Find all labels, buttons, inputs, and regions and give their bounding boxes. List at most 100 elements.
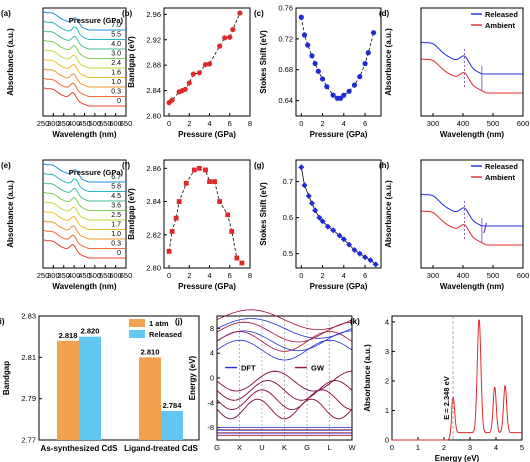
bar-value-label: 2.820 [81, 327, 100, 336]
data-point-c [330, 92, 336, 98]
x-tick-label-e: 650 [120, 271, 133, 280]
x-tick-label-e: 350 [57, 271, 70, 280]
data-point-b [182, 86, 188, 92]
spectrum-line-e [43, 229, 125, 249]
spectrum-pressure-label-a: 2.4 [111, 60, 121, 67]
bar-0-1 [79, 336, 101, 440]
x-tick-label-g: 2 [320, 271, 324, 280]
data-point-c [362, 60, 368, 67]
data-point-f [191, 167, 197, 173]
plot-frame-c [295, 7, 382, 117]
data-point-g [330, 227, 337, 234]
plot-frame-f [163, 159, 251, 269]
kpoint-label: L [327, 443, 331, 452]
x-tick-label-k: 0 [390, 443, 394, 452]
x-tick-label-f: 6 [228, 271, 232, 280]
data-point-c [298, 14, 304, 20]
spectrum-line-a [43, 20, 125, 40]
x-tick-label-f: 8 [248, 271, 252, 280]
panel-label-i: (i) [0, 317, 5, 326]
legend-entry-d: Released [485, 10, 518, 19]
kpoint-label: G [304, 443, 310, 452]
data-point-c [301, 32, 308, 38]
x-axis-label-e: Wavelength (nm) [52, 282, 116, 291]
spectrum-line-d [421, 58, 523, 94]
x-tick-label-e: 500 [89, 271, 102, 280]
x-axis-label-g: Pressure (GPa) [310, 282, 368, 291]
data-point-g [316, 214, 323, 221]
y-tick-label-f: 2.84 [146, 197, 161, 206]
data-point-c [351, 82, 358, 88]
kpoint-label: W [348, 443, 356, 452]
spectrum-pressure-label-e: 6.7 [111, 174, 121, 181]
spectrum-line-a [43, 30, 125, 50]
x-tick-label-d: 500 [487, 119, 500, 128]
panel-label-b: (b) [122, 9, 133, 18]
x-tick-label-e: 250 [37, 271, 50, 280]
spectrum-line-a [43, 11, 125, 31]
data-point-g [340, 236, 347, 243]
plot-frame-h [420, 159, 524, 269]
data-point-g [308, 200, 315, 207]
x-axis-label-c: Pressure (GPa) [310, 130, 368, 139]
x-axis-label-f: Pressure (GPa) [178, 282, 236, 291]
spectrum-line-e [43, 239, 125, 259]
x-tick-label-k: 3 [468, 443, 472, 452]
data-point-g [298, 164, 305, 171]
x-tick-label-e: 550 [99, 271, 112, 280]
spectrum-line-e [43, 172, 125, 192]
y-tick-label-f: 2.86 [146, 164, 161, 173]
data-point-f [166, 248, 172, 254]
spectrum-line-d [421, 41, 523, 75]
data-point-g [305, 193, 312, 199]
spectrum-line-e [43, 163, 125, 183]
x-tick-label-a: 550 [99, 119, 112, 128]
x-tick-label-k: 5 [520, 443, 524, 452]
x-tick-label-a: 450 [78, 119, 91, 128]
bar-value-label: 2.818 [59, 331, 78, 340]
category-label: Ligand-treated CdS [124, 444, 198, 453]
y-tick-label-i: 2.83 [21, 312, 36, 321]
data-point-b [206, 61, 213, 67]
x-axis-label-b: Pressure (GPa) [178, 130, 236, 139]
bar-0-0 [57, 340, 79, 440]
data-point-b [230, 27, 236, 33]
x-tick-label-b: 2 [187, 119, 191, 128]
data-point-c [341, 92, 347, 98]
x-tick-label-a: 250 [37, 119, 50, 128]
data-point-g [346, 241, 353, 248]
data-point-f [217, 199, 223, 204]
y-tick-label-k: 0 [385, 436, 389, 445]
x-tick-label-d: 600 [517, 119, 530, 128]
x-tick-label-k: 1 [416, 443, 420, 452]
y-axis-label-h: Absorbance (a.u.) [384, 180, 393, 248]
spectrum-line-e [43, 182, 125, 202]
y-axis-label-c: Stokes Shift (eV) [259, 30, 268, 94]
band-line-1 [216, 331, 353, 352]
spectrum-pressure-label-a: 1.6 [111, 70, 121, 77]
y-tick-label-k: 3 [385, 347, 389, 356]
x-tick-label-k: 2 [442, 443, 446, 452]
kpoint-label: G [214, 443, 220, 452]
x-tick-label-k: 4 [494, 443, 498, 452]
x-tick-label-a: 350 [57, 119, 70, 128]
legend-entry-h: Ambient [485, 173, 516, 182]
spectrum-pressure-label-e: 3.6 [111, 203, 121, 210]
data-point-g [372, 261, 379, 268]
x-axis-label-h: Wavelength (nm) [440, 282, 504, 291]
x-tick-label-c: 6 [363, 119, 367, 128]
panel-label-k: (k) [350, 317, 360, 326]
data-point-g [324, 223, 331, 230]
data-point-g [312, 207, 319, 214]
legend-entry-h: Released [485, 162, 518, 171]
data-point-g [367, 257, 374, 264]
data-point-f [173, 215, 179, 221]
y-tick-label-j: -4 [207, 398, 214, 407]
y-axis-label-i: Bandgap [2, 361, 11, 395]
y-tick-label-b: 2.88 [146, 61, 161, 70]
trend-line-b [168, 12, 241, 104]
spectrum-line-e [43, 201, 125, 221]
x-tick-label-a: 400 [68, 119, 81, 128]
data-point-g [362, 254, 369, 261]
